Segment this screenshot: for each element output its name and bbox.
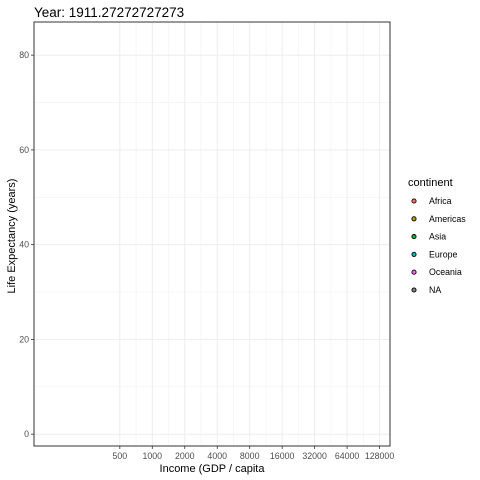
chart-title: Year: 1911.27272727273: [34, 5, 184, 20]
x-tick-label: 4000: [207, 451, 227, 461]
x-tick-label: 32000: [302, 451, 327, 461]
x-tick-label: 1000: [143, 451, 163, 461]
legend-item: Europe: [411, 249, 457, 259]
x-axis-title: Income (GDP / capita: [160, 463, 266, 475]
plot-panel: [33, 21, 391, 447]
legend-label: Africa: [429, 196, 452, 206]
legend-label: Oceania: [429, 267, 462, 277]
x-tick-label: 2000: [175, 451, 195, 461]
y-tick-label: 80: [19, 50, 29, 60]
x-tick-label: 16000: [270, 451, 295, 461]
legend-key: [411, 251, 417, 257]
legend-label: Asia: [429, 232, 446, 242]
legend-label: NA: [429, 285, 441, 295]
legend-key: [411, 269, 417, 275]
legend-key: [411, 198, 417, 204]
legend: continent Africa Americas Asia Europe Oceani…: [408, 177, 466, 295]
legend-item: NA: [411, 285, 441, 295]
y-tick-label: 20: [19, 334, 29, 344]
legend-item: Africa: [411, 196, 452, 206]
y-tick-label: 40: [19, 240, 29, 250]
legend-key: [411, 216, 417, 222]
x-axis: 500 1000 2000 4000 8000 16000 32000 64000 128000: [112, 446, 394, 461]
y-axis-title: Life Expectancy (years): [6, 179, 18, 294]
major-grid: [34, 22, 390, 446]
x-tick-label: 8000: [240, 451, 260, 461]
minor-grid: [34, 22, 390, 446]
y-tick-label: 60: [19, 145, 29, 155]
y-tick-label: 0: [24, 429, 29, 439]
legend-item: Americas: [411, 214, 466, 224]
legend-label: Americas: [429, 214, 466, 224]
legend-key: [411, 234, 417, 240]
x-tick-label: 500: [112, 451, 127, 461]
legend-key: [411, 287, 417, 293]
y-axis: 0 20 40 60 80: [19, 50, 34, 439]
x-tick-label: 64000: [335, 451, 360, 461]
legend-item: Oceania: [411, 267, 462, 277]
x-tick-label: 128000: [365, 451, 394, 461]
legend-label: Europe: [429, 249, 457, 259]
legend-title: continent: [408, 177, 453, 189]
legend-item: Asia: [411, 232, 446, 242]
